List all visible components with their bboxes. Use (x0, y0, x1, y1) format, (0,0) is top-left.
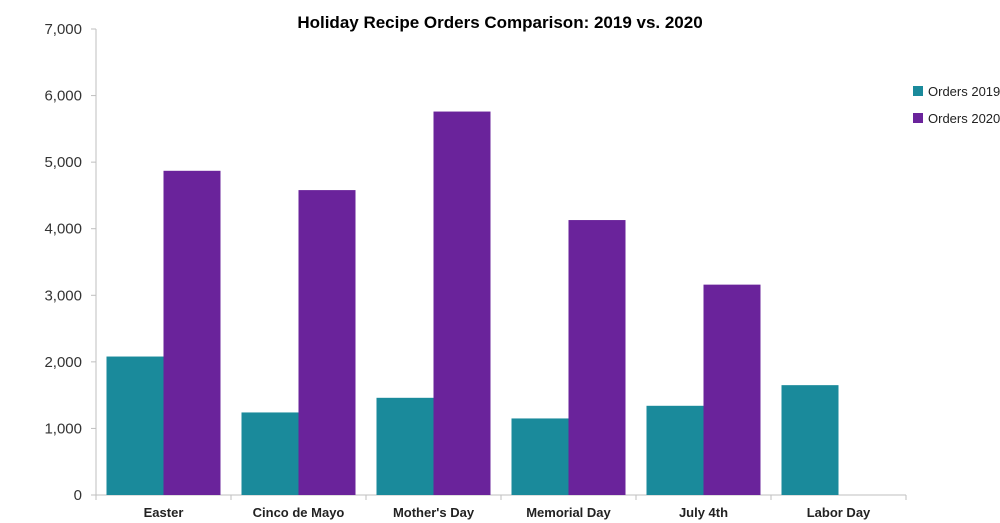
bar-orders-2019 (646, 405, 704, 495)
bar-orders-2020 (568, 220, 626, 495)
x-tick-label: Cinco de Mayo (253, 505, 345, 520)
legend-swatch (913, 86, 923, 96)
x-tick-label: Memorial Day (526, 505, 611, 520)
bar-orders-2019 (376, 397, 434, 495)
y-tick-label: 5,000 (44, 154, 82, 171)
legend-label: Orders 2020 (928, 111, 1000, 126)
y-axis: 0 1,000 2,000 3,000 4,000 5,000 6,000 7,000 (44, 21, 97, 504)
y-tick-label: 6,000 (44, 88, 82, 105)
legend: Orders 2019 Orders 2020 (913, 84, 1000, 126)
y-tick-label: 7,000 (44, 21, 82, 38)
y-tick-label: 0 (74, 487, 82, 504)
x-tick-label: Mother's Day (393, 505, 475, 520)
x-axis: Easter Cinco de Mayo Mother's Day Memorial … (95, 494, 907, 520)
bar-orders-2019 (106, 356, 164, 495)
y-tick-label: 2,000 (44, 354, 82, 371)
bar-orders-2020 (433, 111, 491, 495)
x-tick-label: July 4th (679, 505, 728, 520)
legend-swatch (913, 113, 923, 123)
x-tick-label: Easter (144, 505, 184, 520)
legend-label: Orders 2019 (928, 84, 1000, 99)
bar-orders-2019 (781, 385, 839, 495)
bars (106, 111, 839, 496)
bar-orders-2019 (241, 412, 299, 495)
bar-orders-2019 (511, 418, 569, 495)
bar-orders-2020 (703, 284, 761, 495)
y-tick-label: 1,000 (44, 420, 82, 437)
x-tick-label: Labor Day (807, 505, 871, 520)
bar-orders-2020 (163, 170, 221, 495)
y-tick-label: 3,000 (44, 287, 82, 304)
bar-orders-2020 (298, 190, 356, 496)
chart-title: Holiday Recipe Orders Comparison: 2019 v… (297, 13, 702, 32)
y-tick-label: 4,000 (44, 221, 82, 238)
